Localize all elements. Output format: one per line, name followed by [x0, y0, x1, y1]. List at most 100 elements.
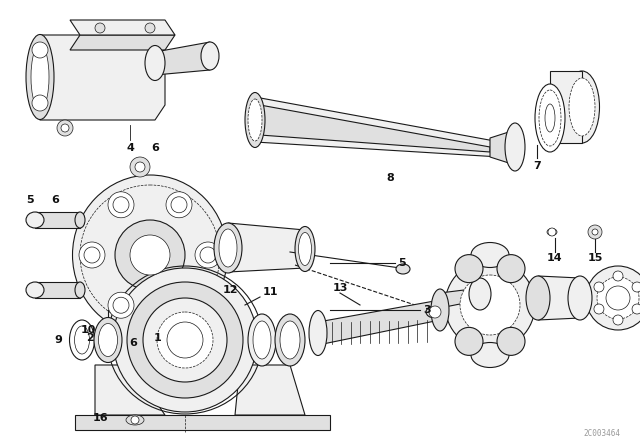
Ellipse shape [471, 343, 509, 367]
Text: 5: 5 [398, 258, 406, 268]
Ellipse shape [72, 175, 227, 335]
Circle shape [84, 247, 100, 263]
Text: 12: 12 [222, 285, 237, 295]
Circle shape [130, 157, 150, 177]
Ellipse shape [26, 282, 44, 298]
Ellipse shape [75, 212, 85, 228]
Polygon shape [35, 212, 80, 228]
Circle shape [135, 162, 145, 172]
Ellipse shape [298, 233, 312, 266]
Ellipse shape [219, 229, 237, 267]
Circle shape [497, 327, 525, 355]
Text: 10: 10 [80, 325, 96, 335]
Ellipse shape [75, 282, 85, 298]
Ellipse shape [469, 278, 491, 310]
Ellipse shape [539, 90, 561, 146]
Text: 5: 5 [26, 195, 34, 205]
Circle shape [606, 286, 630, 310]
Polygon shape [35, 282, 80, 298]
Circle shape [445, 260, 535, 350]
Circle shape [171, 297, 187, 313]
Text: 2: 2 [86, 333, 94, 343]
Ellipse shape [280, 321, 300, 359]
Text: 15: 15 [588, 253, 603, 263]
Polygon shape [228, 223, 305, 272]
Text: 6: 6 [151, 143, 159, 153]
Text: 9: 9 [54, 335, 62, 345]
Ellipse shape [545, 104, 555, 132]
Circle shape [57, 120, 73, 136]
Ellipse shape [26, 212, 44, 228]
Ellipse shape [94, 318, 122, 362]
Circle shape [157, 312, 213, 368]
Polygon shape [538, 276, 580, 320]
Ellipse shape [526, 276, 550, 320]
Polygon shape [550, 71, 582, 143]
Circle shape [130, 235, 170, 275]
Circle shape [32, 95, 48, 111]
Circle shape [592, 229, 598, 235]
Polygon shape [30, 35, 165, 120]
Circle shape [497, 254, 525, 283]
Circle shape [597, 277, 639, 319]
Circle shape [613, 271, 623, 281]
Ellipse shape [253, 321, 271, 359]
Circle shape [594, 304, 604, 314]
Ellipse shape [26, 34, 54, 120]
Ellipse shape [547, 228, 557, 236]
Ellipse shape [245, 92, 265, 147]
Text: 14: 14 [547, 253, 563, 263]
Polygon shape [70, 35, 175, 50]
Ellipse shape [74, 326, 90, 354]
Circle shape [113, 297, 129, 313]
Circle shape [113, 268, 257, 412]
Text: 16: 16 [92, 413, 108, 423]
Polygon shape [235, 365, 305, 415]
Circle shape [429, 306, 441, 318]
Circle shape [171, 197, 187, 213]
Circle shape [131, 416, 139, 424]
Ellipse shape [505, 123, 525, 171]
Ellipse shape [309, 310, 327, 356]
Ellipse shape [248, 99, 262, 141]
Circle shape [61, 124, 69, 132]
Ellipse shape [248, 314, 276, 366]
Circle shape [455, 327, 483, 355]
Ellipse shape [99, 323, 118, 357]
Circle shape [108, 292, 134, 318]
Ellipse shape [396, 264, 410, 274]
Ellipse shape [568, 276, 592, 320]
Circle shape [632, 282, 640, 292]
Ellipse shape [126, 415, 144, 425]
Ellipse shape [275, 314, 305, 366]
Circle shape [79, 242, 105, 268]
Circle shape [95, 23, 105, 33]
Ellipse shape [214, 223, 242, 273]
Text: 3: 3 [423, 305, 431, 315]
Polygon shape [255, 97, 500, 157]
Text: 11: 11 [262, 287, 278, 297]
Circle shape [200, 247, 216, 263]
Polygon shape [440, 288, 480, 308]
Text: 13: 13 [332, 283, 348, 293]
Circle shape [632, 304, 640, 314]
Circle shape [145, 23, 155, 33]
Circle shape [586, 266, 640, 330]
Circle shape [166, 292, 192, 318]
Circle shape [195, 242, 221, 268]
Ellipse shape [145, 46, 165, 81]
Text: 8: 8 [386, 173, 394, 183]
Polygon shape [70, 20, 175, 35]
Circle shape [455, 254, 483, 283]
Circle shape [594, 282, 604, 292]
Text: 6: 6 [129, 338, 137, 348]
Circle shape [588, 225, 602, 239]
Circle shape [167, 322, 203, 358]
Circle shape [113, 197, 129, 213]
Ellipse shape [426, 306, 444, 318]
Ellipse shape [201, 42, 219, 70]
Ellipse shape [569, 78, 595, 136]
Circle shape [143, 298, 227, 382]
Polygon shape [155, 42, 210, 75]
Ellipse shape [295, 227, 315, 271]
